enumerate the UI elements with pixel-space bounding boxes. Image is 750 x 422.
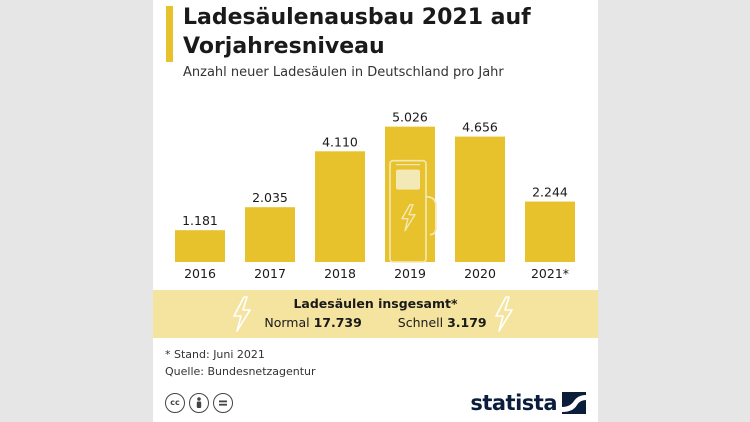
license-icons: cc xyxy=(165,392,237,414)
footnote-source: Quelle: Bundesnetzagentur xyxy=(165,365,316,378)
fast-label: Schnell xyxy=(397,315,444,330)
statista-logo-icon xyxy=(562,392,586,414)
bar-2021 xyxy=(525,201,575,262)
brand-name: statista xyxy=(470,391,557,415)
data-label: 4.656 xyxy=(462,120,498,135)
fast-value: 3.179 xyxy=(447,315,487,330)
data-label: 1.181 xyxy=(182,213,218,228)
x-tick-label: 2020 xyxy=(464,266,496,281)
infographic-card: Ladesäulenausbau 2021 auf Vorjahresnivea… xyxy=(153,0,598,422)
data-label: 5.026 xyxy=(392,110,428,125)
bar-2017 xyxy=(245,207,295,262)
lightning-bolt-right-icon xyxy=(495,296,513,332)
x-tick-label: 2018 xyxy=(324,266,356,281)
lightning-bolt-left-icon xyxy=(233,296,251,332)
charging-station-icon xyxy=(389,159,437,263)
totals-heading: Ladesäulen insgesamt* xyxy=(293,296,458,311)
x-tick-label: 2016 xyxy=(184,266,216,281)
x-tick-label: 2021* xyxy=(531,266,569,281)
chart-subtitle: Anzahl neuer Ladesäulen in Deutschland p… xyxy=(183,65,504,80)
totals-values: Normal 17.739 Schnell 3.179 xyxy=(153,315,598,330)
bar-2018 xyxy=(315,151,365,262)
data-label: 4.110 xyxy=(322,134,358,149)
no-derivatives-icon[interactable] xyxy=(213,392,233,413)
x-tick-label: 2019 xyxy=(394,266,426,281)
normal-label: Normal xyxy=(264,315,310,330)
bar-2020 xyxy=(455,136,505,262)
title-accent-bar xyxy=(166,6,173,62)
data-label: 2.035 xyxy=(252,190,288,205)
x-tick-label: 2017 xyxy=(254,266,286,281)
data-label: 2.244 xyxy=(532,185,568,200)
footnote-stand: * Stand: Juni 2021 xyxy=(165,348,265,361)
cc-icon[interactable]: cc xyxy=(165,392,185,413)
chart-title: Ladesäulenausbau 2021 auf Vorjahresnivea… xyxy=(183,5,531,59)
normal-value: 17.739 xyxy=(313,315,362,330)
totals-band: Ladesäulen insgesamt* Normal 17.739 Schn… xyxy=(153,290,598,338)
statista-brand[interactable]: statista xyxy=(470,389,586,417)
bar-chart: 1.181 2016 2.035 2017 4.110 2018 5.026 2019 4.65… xyxy=(175,110,575,281)
bar-2016 xyxy=(175,230,225,262)
bar-2019 xyxy=(385,126,435,262)
attribution-icon[interactable] xyxy=(189,392,209,413)
